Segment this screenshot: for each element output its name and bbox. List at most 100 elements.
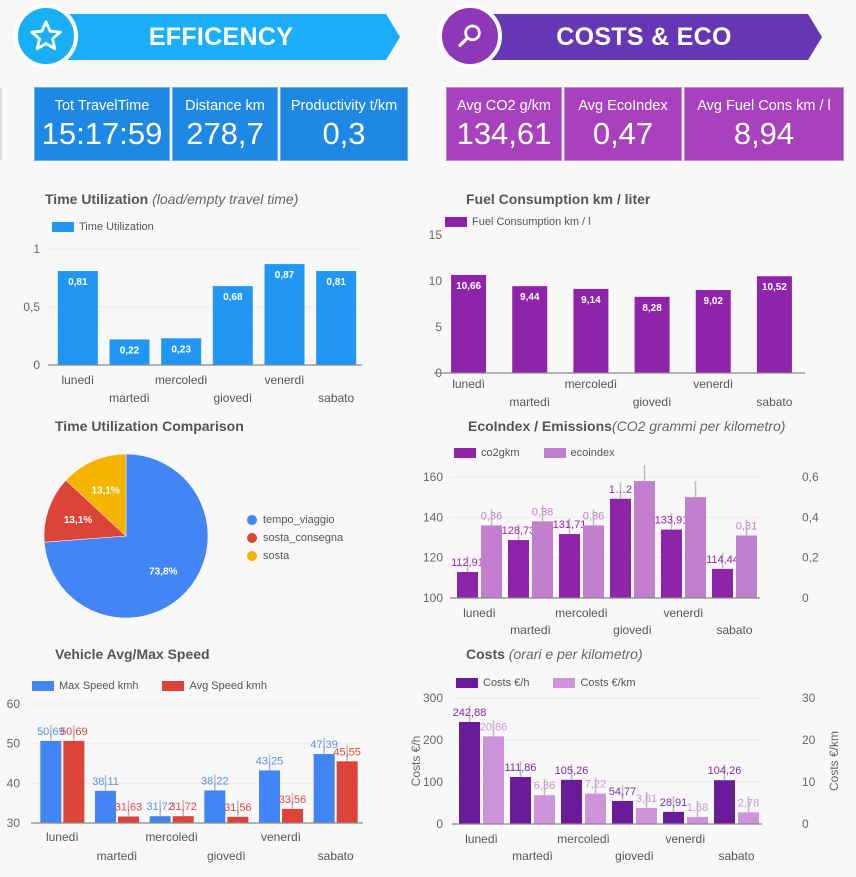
legend-item[interactable]: Costs €/h	[456, 677, 529, 689]
legend-item[interactable]: tempo_viaggio	[247, 511, 343, 529]
bar	[610, 498, 631, 598]
title-main: EcoIndex / Emissions	[468, 418, 612, 434]
pie-legend: tempo_viaggio sosta_consegna sosta	[247, 511, 343, 565]
kpi-avg-fuel-cons: Avg Fuel Cons km / l 8,94	[684, 87, 844, 161]
category-label: lunedì	[452, 377, 485, 391]
kpi-label: Avg Fuel Cons km / l	[697, 98, 831, 114]
eco-kpis: Avg CO2 g/km 134,61 Avg EcoIndex 0,47 Av…	[446, 87, 844, 161]
bar	[532, 521, 553, 598]
category-label: venerdì	[663, 606, 703, 620]
y-tick-label: 100	[423, 591, 443, 605]
data-label: 0,38	[532, 506, 553, 518]
category-label: mercoledì	[155, 373, 208, 387]
legend-item[interactable]: ecoindex	[543, 447, 615, 459]
eco-chart: 100 120 140 160 0 0,2 0,4 0,6 112,91 0,36 lunedì 12…	[423, 465, 819, 637]
efficiency-badge	[14, 4, 78, 68]
legend-dot	[247, 551, 257, 561]
legend-item[interactable]: Time Utilization	[52, 221, 154, 233]
speed-legend: Max Speed kmh Avg Speed kmh	[32, 680, 285, 692]
bar	[336, 761, 358, 823]
kpi-avg-co2: Avg CO2 g/km 134,61	[446, 87, 562, 161]
bar	[612, 800, 633, 824]
kpi-label: Distance km	[185, 98, 265, 114]
bar	[172, 816, 194, 823]
data-label: 38,11	[92, 776, 119, 788]
legend-item[interactable]: sosta_consegna	[247, 529, 343, 547]
bar	[512, 286, 548, 373]
costs-chart: 0 100 200 300 0 10 20 30 Costs €/h Costs €/km 242,…	[409, 691, 841, 863]
bar	[57, 271, 98, 365]
y-tick-label: 160	[423, 470, 443, 484]
data-label: 9,14	[581, 295, 601, 306]
data-label: 105,26	[555, 765, 589, 777]
legend-label: Time Utilization	[79, 221, 154, 233]
title-sub: (orari e per kilometro)	[508, 646, 643, 662]
bar	[483, 736, 504, 824]
bar	[714, 780, 735, 824]
bar	[481, 525, 502, 598]
bar	[459, 721, 480, 824]
bar	[663, 811, 684, 824]
efficiency-title: EFFICENCY	[42, 14, 400, 60]
legend-swatch	[543, 448, 566, 458]
legend-item[interactable]: Avg Speed kmh	[162, 680, 267, 692]
data-label: 2,78	[738, 797, 759, 809]
category-label: lunedì	[46, 830, 79, 844]
legend-swatch	[454, 448, 476, 458]
legend-swatch	[553, 678, 576, 688]
legend-item[interactable]: sosta	[247, 547, 343, 565]
data-label: 38,22	[201, 775, 229, 787]
data-label: 0,36	[583, 510, 604, 522]
legend-item[interactable]: Max Speed kmh	[32, 680, 138, 692]
data-label: 50,69	[60, 726, 88, 738]
y-right-tick-label: 0,4	[802, 510, 819, 524]
bar	[634, 481, 655, 598]
bar	[204, 790, 226, 823]
legend-item[interactable]: co2gkm	[454, 447, 520, 459]
legend-label: ecoindex	[570, 447, 615, 459]
bar	[695, 290, 731, 373]
time-util-title: Time Utilization (load/empty travel time…	[45, 191, 298, 207]
costs-legend: Costs €/h Costs €/km	[456, 677, 653, 689]
bar	[685, 497, 706, 598]
data-label: 10,66	[456, 281, 481, 292]
bar	[687, 816, 708, 824]
bar	[583, 525, 604, 598]
magnifier-icon	[458, 24, 481, 47]
category-label: mercoledì	[557, 832, 610, 846]
legend-dot	[247, 533, 257, 543]
data-label: 112,91	[451, 557, 484, 569]
data-label: 0,81	[326, 277, 346, 288]
kpi-avg-ecoindex: Avg EcoIndex 0,47	[564, 87, 682, 161]
legend-item[interactable]: Fuel Consumption km / l	[445, 216, 591, 228]
eco-legend: co2gkm ecoindex	[454, 447, 633, 459]
bar	[161, 338, 202, 365]
data-label: 3,81	[636, 793, 657, 805]
data-label: 131,71	[553, 519, 587, 531]
data-label: 128,73	[502, 525, 536, 537]
bar	[510, 777, 531, 824]
legend-dot	[247, 515, 257, 525]
fuel-legend: Fuel Consumption km / l	[445, 216, 609, 228]
legend-swatch	[162, 681, 185, 691]
category-label: mercoledì	[555, 606, 608, 620]
y-tick-label: 200	[423, 733, 443, 747]
data-label: 43,25	[256, 755, 284, 767]
y-tick-label: 300	[423, 691, 443, 705]
y-tick-label: 40	[7, 776, 21, 790]
legend-label: sosta_consegna	[263, 532, 344, 544]
bar	[559, 534, 580, 598]
category-label: giovedì	[613, 623, 652, 637]
bar	[534, 795, 555, 824]
category-label: giovedì	[207, 849, 246, 863]
bar	[738, 812, 759, 824]
bar	[316, 271, 357, 365]
category-label: martedì	[97, 849, 138, 863]
fuel-chart: 05101510,66lunedì9,44martedì9,14mercoled…	[429, 228, 805, 409]
legend-label: tempo_viaggio	[263, 514, 335, 526]
title-sub: (CO2 grammi per kilometro)	[611, 418, 786, 434]
fuel-title: Fuel Consumption km / liter	[466, 191, 651, 207]
legend-swatch	[52, 222, 74, 232]
efficiency-banner: EFFICENCY	[14, 4, 404, 68]
legend-item[interactable]: Costs €/km	[553, 677, 635, 689]
